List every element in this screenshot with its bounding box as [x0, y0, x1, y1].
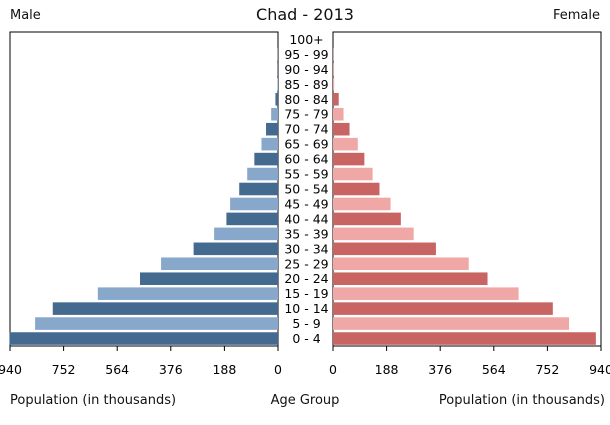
female-bar: [333, 242, 436, 256]
x-tick-label-right: 0: [329, 362, 337, 377]
age-group-label: 65 - 69: [284, 137, 328, 152]
x-tick-label-left: 376: [159, 362, 183, 377]
male-bar: [9, 332, 279, 345]
x-tick-label-left: 752: [52, 362, 76, 377]
male-bar: [226, 212, 278, 226]
female-bar: [333, 227, 414, 241]
male-bar: [214, 227, 278, 241]
age-group-label: 100+: [289, 32, 323, 47]
age-group-label: 95 - 99: [284, 47, 328, 62]
female-panel-label: Female: [552, 8, 600, 23]
x-tick-label-left: 188: [212, 362, 236, 377]
female-bar: [333, 212, 401, 226]
female-bar: [333, 93, 339, 106]
male-bar: [35, 317, 279, 330]
age-group-label: 45 - 49: [284, 196, 328, 211]
age-group-label: 15 - 19: [284, 286, 328, 301]
age-group-label: 10 - 14: [284, 301, 328, 316]
male-bar: [266, 122, 278, 136]
age-group-label: 80 - 84: [284, 92, 328, 107]
female-bar: [333, 107, 344, 121]
female-bar: [333, 182, 380, 196]
x-axis-label-center: Age Group: [270, 393, 340, 408]
age-group-label: 85 - 89: [284, 77, 328, 92]
x-tick-label-right: 376: [428, 362, 452, 377]
female-bar: [333, 167, 373, 181]
male-bar: [161, 257, 278, 271]
age-group-label: 30 - 34: [284, 241, 328, 256]
male-bar: [254, 152, 278, 166]
age-group-label: 25 - 29: [284, 256, 328, 271]
x-tick-label-right: 188: [375, 362, 399, 377]
female-bar: [333, 197, 391, 211]
female-bar: [333, 302, 553, 315]
male-bar: [271, 107, 278, 121]
male-bar: [230, 197, 278, 211]
x-tick-label-right: 940: [589, 362, 610, 377]
x-tick-label-right: 752: [535, 362, 559, 377]
x-axis-label-right: Population (in thousands): [438, 393, 605, 408]
x-axis-label-left: Population (in thousands): [10, 393, 177, 408]
female-bar: [333, 78, 335, 91]
female-bar: [333, 332, 596, 345]
female-bar: [333, 122, 350, 136]
female-bar: [333, 152, 365, 166]
male-bar: [140, 272, 278, 285]
male-bar: [275, 93, 278, 106]
female-bar: [333, 272, 488, 285]
x-tick-label-left: 940: [0, 362, 22, 377]
female-bar: [333, 317, 570, 330]
male-bar: [193, 242, 278, 256]
female-bar: [333, 257, 469, 271]
male-bar: [277, 78, 278, 91]
age-group-label: 60 - 64: [284, 152, 328, 167]
male-panel-label: Male: [10, 8, 41, 23]
female-bar: [333, 137, 358, 151]
age-group-label: 0 - 4: [292, 331, 320, 346]
age-group-label: 70 - 74: [284, 122, 328, 137]
male-bar: [239, 182, 278, 196]
male-bar: [261, 137, 278, 151]
age-group-label: 55 - 59: [284, 167, 328, 182]
male-bar: [247, 167, 278, 181]
chart-title: Chad - 2013: [256, 5, 354, 24]
x-tick-label-left: 564: [105, 362, 129, 377]
age-group-label: 75 - 79: [284, 107, 328, 122]
age-group-label: 20 - 24: [284, 271, 328, 286]
age-group-label: 5 - 9: [292, 316, 320, 331]
male-bar: [52, 302, 278, 315]
male-bar: [97, 287, 278, 300]
x-tick-label-left: 0: [274, 362, 282, 377]
female-bar: [333, 287, 519, 300]
x-tick-label-right: 564: [482, 362, 506, 377]
age-group-label: 90 - 94: [284, 62, 328, 77]
age-group-label: 40 - 44: [284, 211, 328, 226]
age-group-label: 50 - 54: [284, 182, 328, 197]
age-group-label: 35 - 39: [284, 226, 328, 241]
female-bar: [333, 63, 334, 76]
